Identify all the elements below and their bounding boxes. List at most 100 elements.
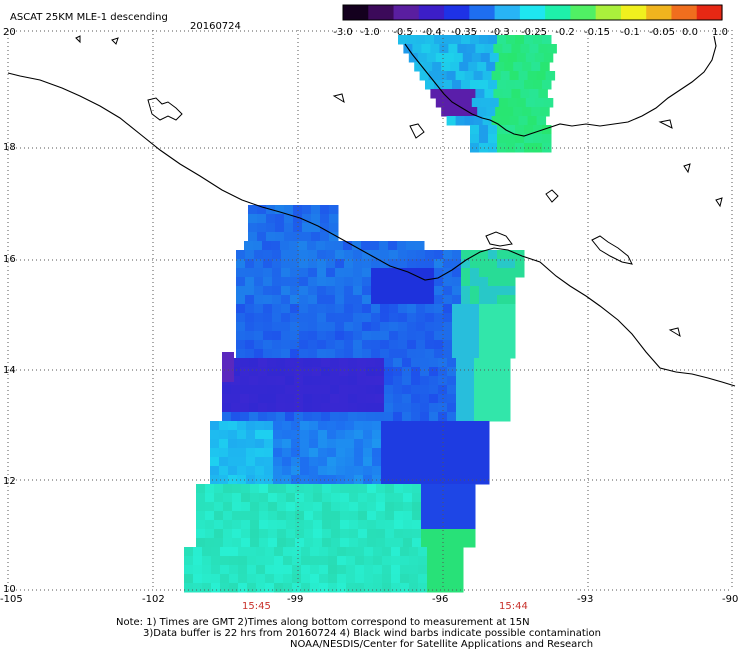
swath-cell bbox=[268, 502, 278, 512]
swath-cell bbox=[329, 223, 339, 233]
footer-note-line-2: 3)Data buffer is 22 hrs from 20160724 4)… bbox=[143, 628, 601, 639]
swath-cell bbox=[416, 295, 426, 305]
swath-cell bbox=[272, 250, 282, 260]
swath-cell bbox=[436, 574, 446, 584]
swath-cell bbox=[411, 394, 421, 404]
swath-cell bbox=[536, 71, 547, 81]
swath-cell bbox=[255, 421, 265, 431]
swath-cell bbox=[388, 241, 398, 251]
swath-cell bbox=[443, 286, 453, 296]
swath-cell bbox=[355, 583, 365, 593]
swath-cell bbox=[457, 538, 467, 548]
swath-cell bbox=[398, 349, 408, 359]
swath-cell bbox=[482, 71, 493, 81]
swath-cell bbox=[420, 412, 430, 422]
swath-cell bbox=[522, 62, 532, 72]
swath-cell bbox=[340, 511, 350, 521]
swath-cell bbox=[398, 286, 408, 296]
swath-cell bbox=[281, 268, 291, 278]
swath-cell bbox=[284, 214, 294, 224]
swath-cell bbox=[336, 457, 346, 467]
swath-cell bbox=[236, 331, 246, 341]
swath-cell bbox=[231, 358, 241, 368]
lon-label: -93 bbox=[577, 594, 593, 605]
swath-cell bbox=[259, 538, 269, 548]
swath-cell bbox=[290, 286, 300, 296]
swath-cell bbox=[237, 475, 247, 485]
swath-cell bbox=[394, 529, 404, 539]
swath-cell bbox=[462, 466, 472, 476]
swath-cell bbox=[281, 313, 291, 323]
swath-cell bbox=[416, 304, 426, 314]
swath-cell bbox=[245, 250, 255, 260]
swath-cell bbox=[313, 502, 323, 512]
swath-cell bbox=[367, 511, 377, 521]
swath-cell bbox=[380, 331, 390, 341]
swath-cell bbox=[381, 457, 391, 467]
swath-cell bbox=[470, 331, 480, 341]
swath-cell bbox=[263, 277, 273, 287]
swath-cell bbox=[483, 367, 493, 377]
swath-cell bbox=[259, 511, 269, 521]
colorbar-swatch bbox=[620, 5, 647, 20]
swath-cell bbox=[408, 439, 418, 449]
swath-cell bbox=[506, 313, 516, 323]
swath-cell bbox=[353, 304, 363, 314]
swath-cell bbox=[343, 241, 353, 251]
swath-cell bbox=[372, 439, 382, 449]
swath-cell bbox=[294, 367, 304, 377]
swath-cell bbox=[310, 565, 320, 575]
swath-cell bbox=[398, 250, 408, 260]
swath-cell bbox=[443, 259, 453, 269]
swath-cell bbox=[286, 484, 296, 494]
swath-cell bbox=[407, 313, 417, 323]
swath-cell bbox=[397, 241, 407, 251]
swath-cell bbox=[345, 430, 355, 440]
swath-cell bbox=[393, 385, 403, 395]
swath-cell bbox=[310, 547, 320, 557]
swath-cell bbox=[354, 439, 364, 449]
swath-cell bbox=[425, 322, 435, 332]
swath-cell bbox=[236, 304, 246, 314]
colorbar-swatch bbox=[343, 5, 369, 20]
colorbar-tick-label: -0.5 bbox=[393, 27, 413, 38]
swath-cell bbox=[236, 295, 246, 305]
swath-cell bbox=[238, 565, 248, 575]
swath-cell bbox=[237, 448, 247, 458]
swath-cell bbox=[428, 71, 439, 81]
swath-cell bbox=[355, 574, 365, 584]
swath-cell bbox=[275, 223, 285, 233]
swath-cell bbox=[263, 313, 273, 323]
swath-cell bbox=[321, 367, 331, 377]
swath-cell bbox=[542, 143, 552, 153]
swath-cell bbox=[497, 268, 507, 278]
swath-cell bbox=[322, 529, 332, 539]
swath-cell bbox=[457, 493, 467, 503]
swath-cell bbox=[417, 421, 427, 431]
swath-cell bbox=[416, 322, 426, 332]
swath-cell bbox=[362, 277, 372, 287]
swath-cell bbox=[501, 394, 511, 404]
swath-cell bbox=[285, 394, 295, 404]
swath-cell bbox=[258, 367, 268, 377]
swath-cell bbox=[193, 547, 203, 557]
swath-cell bbox=[247, 565, 257, 575]
swath-cell bbox=[479, 304, 489, 314]
swath-cell bbox=[456, 376, 466, 386]
swath-cell bbox=[355, 556, 365, 566]
swath-cell bbox=[470, 268, 480, 278]
swath-cell bbox=[412, 520, 422, 530]
swath-cell bbox=[389, 295, 399, 305]
swath-cell bbox=[210, 475, 220, 485]
swath-cell bbox=[309, 439, 319, 449]
footer-note-line-1: Note: 1) Times are GMT 2)Times along bot… bbox=[116, 617, 530, 628]
swath-cell bbox=[415, 241, 425, 251]
swath-cell bbox=[211, 556, 221, 566]
swath-cell bbox=[430, 502, 440, 512]
swath-cell bbox=[335, 313, 345, 323]
swath-cell bbox=[344, 349, 354, 359]
colorbar-swatch bbox=[570, 5, 597, 20]
swath-cell bbox=[308, 286, 318, 296]
swath-cell bbox=[263, 322, 273, 332]
swath-cell bbox=[232, 529, 242, 539]
